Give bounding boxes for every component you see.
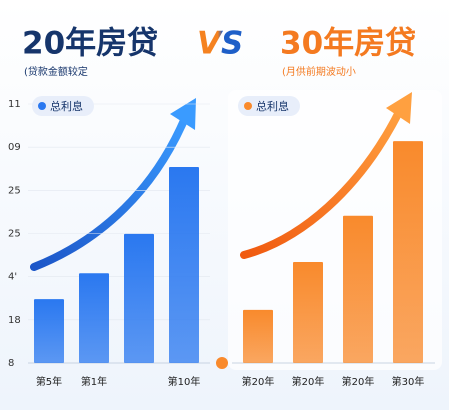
x-tick-label: 第10年 [168, 375, 201, 388]
y-tick-label: 18 [8, 315, 21, 326]
right-title: 30年房贷 [280, 26, 416, 62]
arrow-head [170, 98, 196, 130]
legend-swatch [38, 102, 46, 110]
arrow-head [386, 92, 412, 124]
legend-pill [238, 96, 300, 116]
bar [293, 261, 323, 363]
y-tick-label: 4' [8, 272, 17, 283]
trend-arrow [30, 114, 189, 271]
right-panel [228, 90, 442, 370]
x-tick-label: 第20年 [342, 375, 375, 388]
y-tick-label: 11 [8, 99, 21, 110]
center-dot [216, 357, 228, 369]
vs: VS [197, 26, 243, 62]
bar [79, 273, 109, 363]
legend-label: 总利息 [256, 99, 289, 113]
y-tick-label: 25 [8, 229, 21, 240]
bar [169, 167, 199, 363]
legend-pill [32, 96, 94, 116]
x-tick-label: 第20年 [292, 375, 325, 388]
right-subtitle: (月供前期波动小 [282, 65, 356, 78]
legend-swatch [244, 102, 252, 110]
y-tick-label: 8 [8, 358, 14, 369]
x-tick-label: 第30年 [392, 375, 425, 388]
left-subtitle: (贷款金额较定 [24, 65, 88, 78]
legend-label: 总利息 [50, 99, 83, 113]
bar [343, 215, 373, 363]
bar [393, 141, 423, 363]
bar [34, 299, 64, 363]
x-tick-label: 第5年 [36, 375, 62, 388]
x-tick-label: 第1年 [81, 375, 107, 388]
trend-arrow [240, 106, 404, 259]
x-tick-label: 第20年 [242, 375, 275, 388]
bar [124, 233, 154, 363]
left-title: 20年房贷 [22, 26, 158, 62]
y-tick-label: 09 [8, 142, 21, 153]
bar [243, 309, 273, 363]
y-tick-label: 25 [8, 185, 21, 196]
